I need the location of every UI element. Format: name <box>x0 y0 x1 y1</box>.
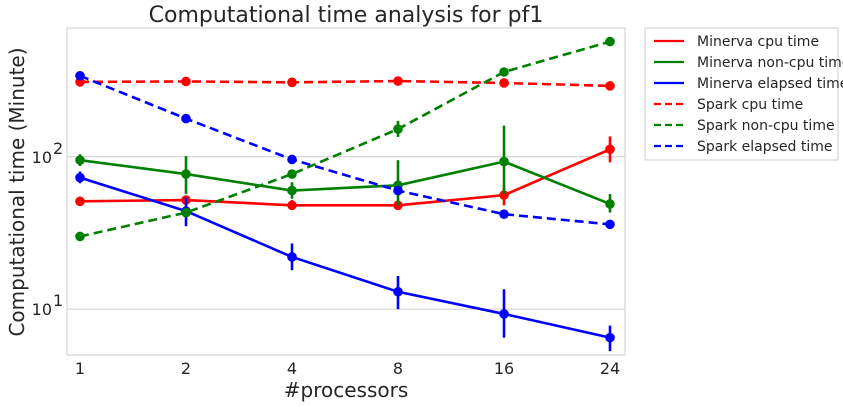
series-line <box>79 176 611 339</box>
data-point <box>393 76 403 86</box>
data-point <box>605 332 615 343</box>
data-point <box>287 169 297 179</box>
series-layer <box>75 36 615 352</box>
data-point <box>605 199 615 209</box>
legend-label: Minerva non-cpu time <box>697 55 843 71</box>
series-line <box>79 40 611 238</box>
data-point <box>393 124 403 134</box>
data-point <box>181 207 191 218</box>
data-point <box>75 155 85 165</box>
data-point <box>499 209 509 219</box>
data-point <box>181 76 191 87</box>
data-point <box>499 78 509 88</box>
legend-box <box>644 27 839 161</box>
y-tick-exponent: 2 <box>53 139 63 158</box>
data-point <box>75 196 85 207</box>
x-tick-label: 24 <box>600 359 620 378</box>
data-point <box>75 70 85 81</box>
series-line <box>79 79 611 88</box>
data-point <box>287 252 297 262</box>
data-point <box>499 156 509 167</box>
legend: Minerva cpu time Minerva non-cpu time Mine… <box>644 27 843 161</box>
series-line <box>79 74 611 226</box>
x-tick-label: 2 <box>181 359 191 378</box>
data-point <box>499 67 509 77</box>
x-tick-label: 4 <box>287 359 297 378</box>
data-point <box>499 309 509 319</box>
legend-label: Minerva cpu time <box>697 34 819 50</box>
data-point <box>181 169 191 179</box>
x-ticks: 1 2 4 8 16 24 <box>75 359 620 378</box>
y-axis-label: Computational time (Minute) <box>5 47 29 336</box>
data-point <box>393 185 403 196</box>
series-spark-elapsed-time <box>75 70 615 230</box>
data-point <box>605 81 615 91</box>
y-tick-label: 10 <box>32 300 52 319</box>
legend-label: Minerva elapsed time <box>697 76 843 92</box>
x-tick-label: 8 <box>393 359 403 378</box>
legend-label: Spark non-cpu time <box>697 118 835 134</box>
x-axis-label: #processors <box>284 378 409 402</box>
data-point <box>181 113 191 124</box>
data-point <box>393 286 403 297</box>
data-point <box>499 190 509 200</box>
series-line <box>79 148 611 207</box>
data-point <box>75 231 85 242</box>
x-tick-label: 1 <box>75 359 85 378</box>
x-tick-label: 16 <box>494 359 514 378</box>
series-line <box>79 158 611 206</box>
y-tick-exponent: 1 <box>53 291 63 310</box>
series-minerva-cpu-time <box>75 136 615 211</box>
data-point <box>605 36 615 47</box>
data-point <box>287 200 297 211</box>
y-tick-label: 10 <box>32 148 52 167</box>
data-point <box>287 154 297 165</box>
series-spark-non-cpu-time <box>75 36 615 242</box>
data-point <box>75 172 85 183</box>
grid <box>67 156 625 310</box>
legend-label: Spark elapsed time <box>697 139 833 155</box>
data-point <box>605 144 615 155</box>
data-point <box>605 219 615 230</box>
data-point <box>287 185 297 196</box>
plot-area <box>66 27 626 356</box>
chart-title: Computational time analysis for pf1 <box>149 3 544 28</box>
series-spark-cpu-time <box>75 76 615 91</box>
data-point <box>287 77 297 88</box>
legend-label: Spark cpu time <box>697 97 803 113</box>
